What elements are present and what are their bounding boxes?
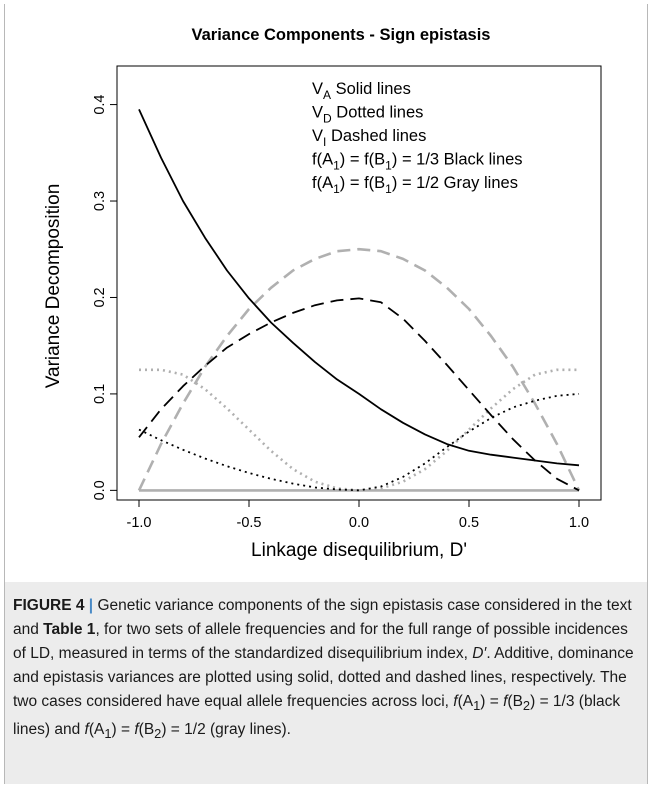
series-group	[137, 109, 581, 492]
caption-eq: f	[84, 721, 89, 739]
series-line-va-black-solid	[138, 109, 580, 467]
caption-eq: ) =	[111, 721, 135, 739]
legend-entry: f(A1) = f(B1) = 1/2 Gray lines	[312, 174, 518, 196]
caption-box: FIGURE 4 | Genetic variance components o…	[5, 582, 647, 784]
y-axis: 0.0 0.1 0.2 0.3 0.4	[92, 94, 117, 500]
chart-panel: Variance Components - Sign epistasis -1.…	[5, 4, 649, 582]
x-tick-label: -1.0	[127, 515, 152, 531]
legend-entry: f(A1) = f(B1) = 1/3 Black lines	[312, 151, 523, 173]
legend-entry: VI Dashed lines	[312, 127, 426, 149]
chart-title: Variance Components - Sign epistasis	[192, 26, 491, 44]
y-axis-label: Variance Decomposition	[43, 184, 64, 389]
caption-eq-sub: 2	[522, 698, 531, 714]
caption-eq: f	[503, 693, 508, 710]
legend-entry: VD Dotted lines	[312, 104, 423, 126]
caption-eq: f	[134, 721, 139, 739]
caption-eq-sub: 1	[104, 726, 112, 742]
y-tick-label: 0.0	[92, 480, 108, 500]
caption-text: . Additive, dominance and epistasis vari…	[13, 645, 634, 710]
x-tick-label: -0.5	[237, 515, 262, 531]
variance-chart: Variance Components - Sign epistasis -1.…	[43, 26, 602, 561]
caption-figure-label: FIGURE 4	[13, 597, 85, 614]
caption-eq: f	[453, 693, 458, 710]
y-tick-label: 0.1	[92, 384, 108, 404]
caption-eq: (B	[138, 721, 155, 739]
y-tick-label: 0.2	[92, 287, 108, 307]
caption-eq-sub: 1	[473, 698, 481, 714]
x-axis-label: Linkage disequilibrium, D'	[251, 540, 467, 561]
x-tick-label: 0.5	[459, 515, 479, 531]
caption-eq: (A	[88, 721, 105, 739]
series-line-vd-black-dotted	[138, 393, 580, 492]
x-tick-label: 0.0	[349, 515, 369, 531]
caption-table-ref: Table 1	[43, 621, 96, 638]
caption-eq: ) = 1/3 (black lines) and	[13, 693, 621, 739]
figure-frame: Variance Components - Sign epistasis -1.…	[4, 4, 648, 784]
caption-eq: (A	[457, 693, 474, 710]
caption-eq: ) = 1/2 (gray lines).	[161, 721, 291, 739]
caption-index-symbol: D′	[472, 645, 487, 662]
x-axis: -1.0 -0.5 0.0 0.5 1.0	[127, 500, 589, 531]
y-tick-label: 0.4	[92, 94, 108, 114]
caption-text: , for two sets of allele frequencies and…	[13, 621, 628, 662]
series-line-vi-gray-dashed	[137, 247, 581, 491]
y-tick-label: 0.3	[92, 191, 108, 211]
series-line-vi-black-dashed	[138, 297, 580, 492]
caption-text: Genetic variance components of the sign …	[13, 597, 632, 638]
series-line-vd-gray-dotted	[139, 368, 579, 492]
caption-eq: ) =	[480, 693, 504, 710]
x-tick-label: 1.0	[569, 515, 589, 531]
caption-separator: |	[88, 597, 94, 614]
legend-entry: VA Solid lines	[312, 80, 411, 102]
caption-eq-sub: 2	[154, 726, 162, 742]
caption-eq: (B	[507, 693, 523, 710]
figure-caption: FIGURE 4 | Genetic variance components o…	[13, 594, 639, 746]
